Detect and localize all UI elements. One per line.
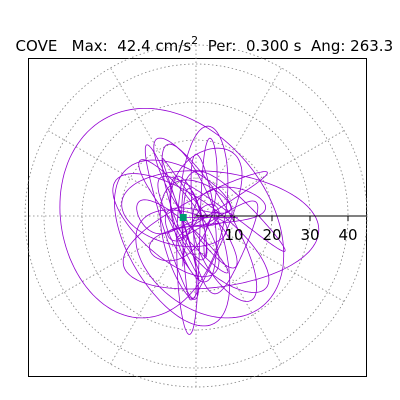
angle-value: 263.3	[350, 37, 394, 55]
period-value: 0.300 s	[245, 37, 302, 55]
plot-frame	[28, 58, 367, 377]
radial-axis: 10 20 30 40	[196, 215, 366, 244]
grid-spoke	[47, 130, 345, 302]
motion-trace-path	[59, 108, 320, 335]
radial-axis-tick-label: 20	[262, 226, 281, 244]
max-value: 42.4	[117, 37, 151, 55]
period-label: Per:	[207, 37, 237, 55]
grid-ring-outer	[24, 44, 368, 388]
station-code: COVE	[15, 37, 58, 55]
max-unit: cm/s	[155, 37, 192, 55]
peak-marker	[179, 214, 187, 222]
radial-axis-tick-label: 30	[300, 226, 319, 244]
max-unit-exponent: 2	[191, 34, 199, 47]
angle-label: Ang:	[311, 37, 346, 55]
max-label: Max:	[71, 37, 108, 55]
radial-axis-tick-label: 40	[338, 226, 357, 244]
radial-axis-tick-label: 10	[224, 226, 243, 244]
peak-marker-square	[179, 214, 187, 222]
chart-header: COVE Max: 42.4 cm/s2 Per: 0.300 s Ang: 2…	[6, 17, 394, 55]
motion-trace	[59, 108, 320, 335]
